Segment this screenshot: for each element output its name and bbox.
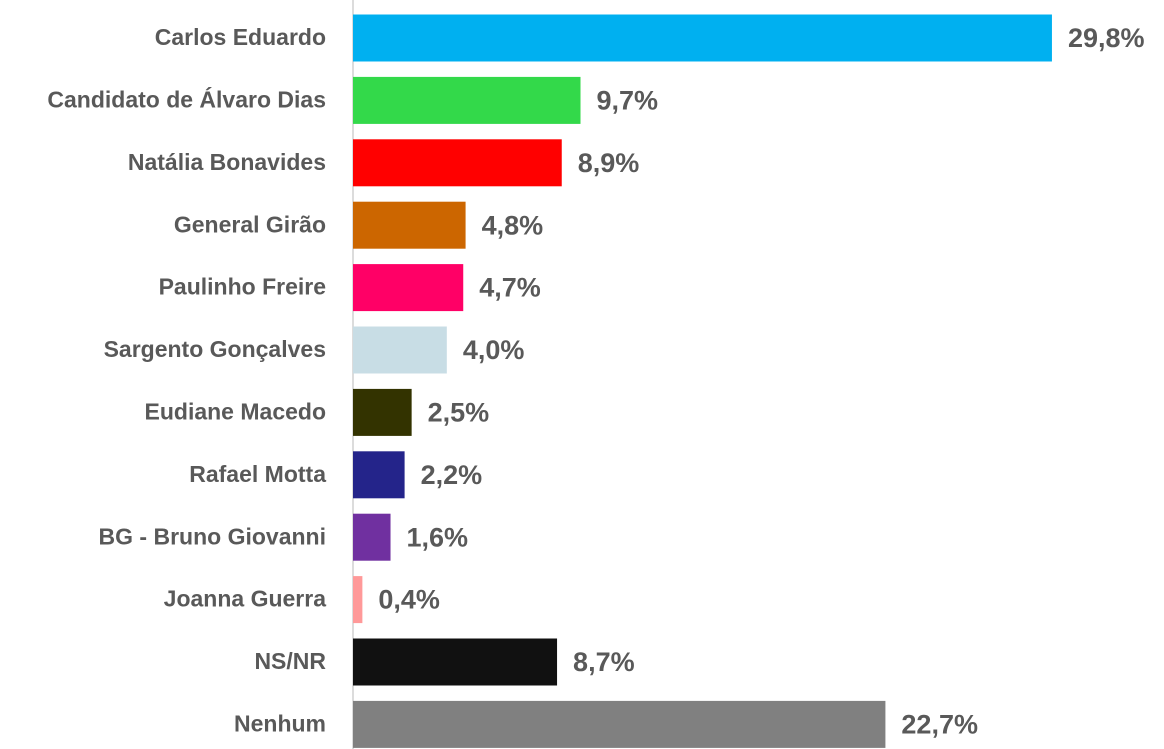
category-label: BG - Bruno Giovanni: [99, 523, 326, 549]
category-label: NS/NR: [254, 648, 326, 674]
category-label: General Girão: [174, 211, 326, 237]
value-label: 4,7%: [479, 273, 541, 303]
value-label: 1,6%: [407, 522, 469, 552]
value-label: 8,9%: [578, 148, 640, 178]
bar: [353, 451, 405, 499]
category-label: Natália Bonavides: [128, 149, 326, 175]
value-label: 8,7%: [573, 647, 635, 677]
bar: [353, 139, 562, 187]
value-label: 29,8%: [1068, 23, 1145, 53]
category-label: Candidato de Álvaro Dias: [47, 85, 326, 112]
category-label: Carlos Eduardo: [155, 24, 326, 50]
bar: [353, 326, 447, 374]
value-label: 4,8%: [482, 210, 544, 240]
bar: [353, 76, 581, 124]
category-label: Rafael Motta: [189, 461, 326, 487]
value-label: 4,0%: [463, 335, 525, 365]
category-label: Sargento Gonçalves: [104, 336, 326, 362]
bar: [353, 700, 886, 748]
value-label: 2,2%: [421, 460, 483, 490]
category-label: Eudiane Macedo: [145, 398, 326, 424]
bar: [353, 576, 363, 624]
bar: [353, 513, 391, 561]
bar: [353, 388, 412, 436]
value-label: 2,5%: [428, 398, 490, 428]
category-label: Joanna Guerra: [164, 586, 327, 612]
category-label: Nenhum: [234, 710, 326, 736]
value-label: 9,7%: [597, 86, 659, 116]
value-label: 22,7%: [901, 710, 978, 740]
bar: [353, 638, 558, 686]
value-label: 0,4%: [378, 585, 440, 615]
category-label: Paulinho Freire: [159, 274, 326, 300]
bar: [353, 201, 466, 249]
bar: [353, 264, 464, 312]
bar: [353, 14, 1052, 62]
